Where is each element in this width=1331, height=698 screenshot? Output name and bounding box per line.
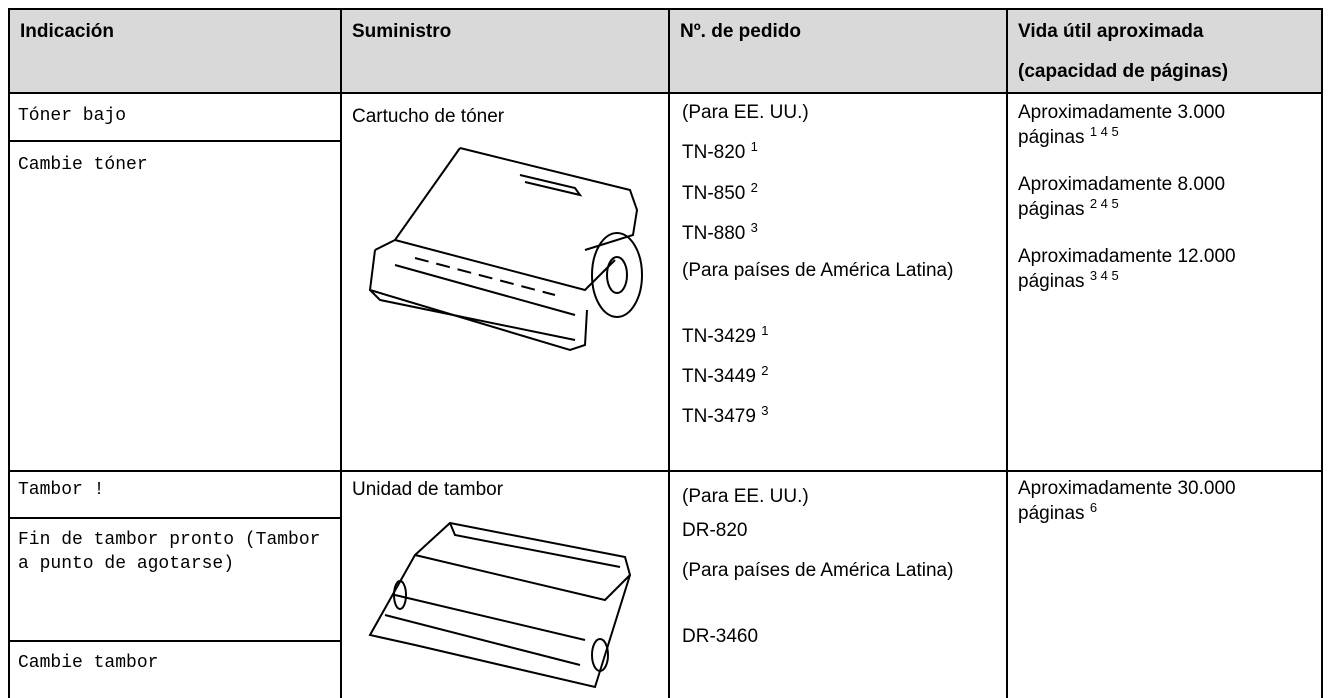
header: Suministro [352, 21, 452, 42]
header: Nº. de pedido [680, 21, 801, 42]
footnote-ref: 1 [761, 323, 769, 338]
border [8, 8, 10, 698]
order: TN-820 1 [682, 140, 982, 165]
life: Aproximadamente 30.000 páginas 6 [1018, 476, 1293, 526]
border [8, 92, 1323, 94]
order-text: (Para países de América Latina) [682, 260, 954, 281]
life: Aproximadamente 12.000 páginas 3 4 5 [1018, 244, 1293, 294]
border [8, 640, 340, 642]
header: Vida útil aproximada (capacidad de págin… [1018, 21, 1229, 82]
border [8, 517, 340, 519]
indication: Cambie tóner [18, 155, 148, 175]
order: TN-880 3 [682, 221, 982, 246]
toner-image [368, 147, 643, 352]
order: DR-3460 [682, 624, 982, 649]
footnote-ref: 1 4 5 [1089, 124, 1119, 139]
header: Indicación [20, 21, 114, 42]
footnote-ref: 3 [750, 220, 758, 235]
order-text: DR-820 [682, 520, 748, 541]
life-text: Aproximadamente 30.000 páginas [1018, 478, 1236, 524]
order-text: (Para países de América Latina) [682, 560, 954, 581]
order: TN-3479 3 [682, 404, 982, 429]
border [1006, 8, 1008, 698]
border [8, 140, 340, 142]
life-text: Aproximadamente 12.000 páginas [1018, 246, 1236, 292]
footnote-ref: 6 [1089, 500, 1098, 515]
order-text: TN-850 [682, 183, 746, 204]
order: (Para países de América Latina) [682, 558, 982, 583]
border [8, 470, 1323, 472]
life: Aproximadamente 8.000 páginas 2 4 5 [1018, 172, 1293, 222]
order-text: TN-880 [682, 223, 746, 244]
border [668, 8, 670, 698]
supply: Cartucho de tóner [352, 106, 505, 127]
header-bg [8, 8, 1322, 92]
order: TN-850 2 [682, 181, 982, 206]
border [340, 8, 342, 698]
order-text: (Para EE. UU.) [682, 486, 809, 507]
footnote-ref: 2 4 5 [1089, 196, 1119, 211]
order: (Para EE. UU.) [682, 484, 982, 509]
life-text: Aproximadamente 8.000 páginas [1018, 174, 1226, 220]
order: DR-820 [682, 518, 982, 543]
drum-image [368, 521, 632, 689]
footnote-ref: 2 [761, 363, 769, 378]
order: TN-3449 2 [682, 364, 982, 389]
indication: Cambie tambor [18, 653, 159, 673]
order-text: DR-3460 [682, 626, 759, 647]
footnote-ref: 2 [750, 180, 758, 195]
order-text: TN-3449 [682, 366, 756, 387]
life-text: Aproximadamente 3.000 páginas [1018, 102, 1226, 148]
order-text: (Para EE. UU.) [682, 102, 809, 123]
life: Aproximadamente 3.000 páginas 1 4 5 [1018, 100, 1293, 150]
indication: Tóner bajo [18, 106, 127, 126]
indication: Tambor ! [18, 480, 105, 500]
order-text: TN-3429 [682, 326, 756, 347]
indication: Fin de tambor pronto (Tambor a punto de … [18, 530, 321, 574]
footnote-ref: 3 [761, 403, 769, 418]
order-text: TN-820 [682, 142, 746, 163]
order: (Para países de América Latina) [682, 258, 982, 283]
order: TN-3429 1 [682, 324, 982, 349]
order-text: TN-3479 [682, 406, 756, 427]
border [8, 8, 1323, 10]
order: (Para EE. UU.) [682, 100, 982, 125]
footnote-ref: 1 [750, 139, 758, 154]
supply: Unidad de tambor [352, 479, 504, 500]
footnote-ref: 3 4 5 [1089, 268, 1119, 283]
border [1321, 8, 1323, 698]
